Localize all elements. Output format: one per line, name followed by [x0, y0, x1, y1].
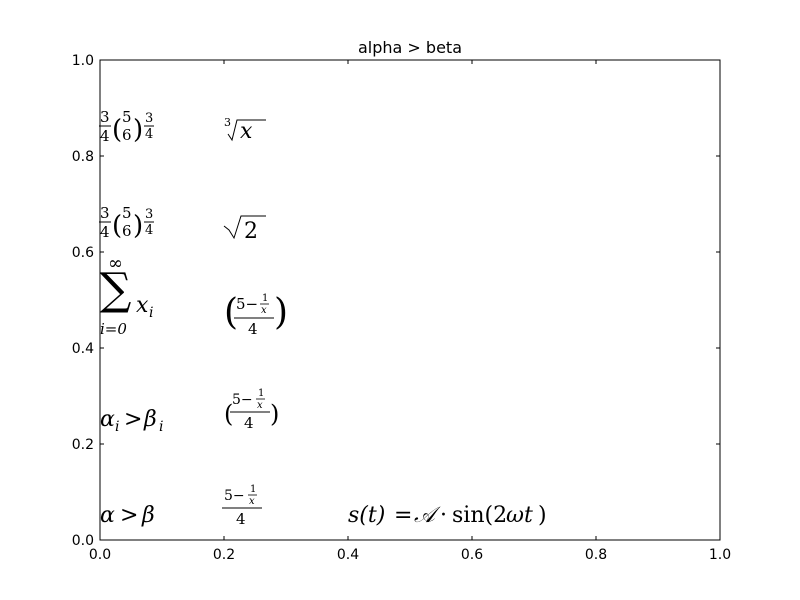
svg-text:x: x: [257, 400, 263, 411]
svg-text:>: >: [124, 407, 142, 432]
svg-text:α: α: [100, 503, 115, 528]
annotation-cube-root: 3 x: [224, 116, 266, 144]
svg-text:>: >: [120, 503, 138, 528]
x-tick-label: 0.0: [89, 547, 111, 563]
svg-text:4: 4: [244, 414, 254, 432]
svg-text:): ): [538, 503, 547, 528]
x-tick-label: 1.0: [709, 547, 731, 563]
y-tick-label: 0.8: [72, 149, 94, 165]
svg-text:1: 1: [258, 388, 264, 399]
svg-text:∞: ∞: [108, 253, 123, 274]
axis-ticks: [99, 59, 721, 541]
svg-text:(: (: [112, 211, 122, 241]
annotation-binomial-middle: 3 4 ( 5 6 ) 3 4: [99, 204, 154, 241]
plot-area: [99, 59, 721, 541]
y-tick-label: 0.6: [72, 245, 94, 261]
svg-text:4: 4: [100, 223, 110, 241]
svg-text:4: 4: [100, 127, 110, 145]
svg-text:ωt: ωt: [506, 503, 533, 528]
y-axis-tick-labels: 0.0 0.2 0.4 0.6 0.8 1.0: [72, 53, 94, 549]
svg-text:4: 4: [248, 320, 258, 338]
svg-text:x: x: [240, 119, 253, 144]
svg-text:i: i: [115, 419, 119, 435]
svg-text:i: i: [149, 305, 153, 321]
x-tick-label: 0.6: [461, 547, 483, 563]
annotation-sqrt-two: 2: [223, 215, 266, 244]
svg-text:x: x: [136, 293, 149, 318]
chart-title: alpha > beta: [358, 38, 462, 57]
svg-text:(: (: [224, 292, 238, 333]
svg-text:β: β: [141, 503, 155, 528]
svg-text:4: 4: [236, 510, 246, 528]
x-axis-tick-labels: 0.0 0.2 0.4 0.6 0.8 1.0: [89, 547, 731, 563]
svg-text:): ): [133, 115, 143, 145]
x-tick-label: 0.2: [213, 547, 235, 563]
svg-text:1: 1: [250, 484, 256, 495]
svg-text:3: 3: [100, 108, 110, 126]
y-tick-label: 0.4: [72, 341, 94, 357]
svg-text:4: 4: [145, 127, 153, 142]
svg-text:): ): [270, 400, 279, 428]
y-tick-label: 1.0: [72, 53, 94, 69]
svg-text:β: β: [143, 407, 157, 432]
svg-text:i: i: [159, 419, 163, 435]
svg-text:5−: 5−: [224, 488, 245, 504]
annotation-binomial-top: 3 4 ( 5 6 ) 3 4: [99, 108, 154, 145]
svg-text:(: (: [112, 115, 122, 145]
svg-text:∑: ∑: [100, 264, 131, 315]
svg-text:α: α: [100, 407, 115, 432]
svg-text:=: =: [394, 503, 412, 528]
annotation-fraction-small-parentheses: ( 5− 1 x 4 ): [224, 388, 279, 432]
annotation-alpha-greater-beta: α > β: [100, 503, 155, 528]
svg-text:1: 1: [262, 293, 268, 304]
svg-text:5−: 5−: [232, 392, 253, 408]
svg-text:): ): [274, 292, 288, 333]
svg-text:3: 3: [145, 207, 153, 222]
annotation-fraction-large-parentheses: ( 5− 1 x 4 ): [224, 292, 288, 338]
svg-text:sin(2: sin(2: [452, 503, 507, 528]
x-tick-label: 0.8: [585, 547, 607, 563]
y-tick-label: 0.2: [72, 437, 94, 453]
svg-text:x: x: [249, 496, 255, 507]
y-tick-label: 0.0: [72, 533, 94, 549]
svg-text:x: x: [261, 305, 267, 316]
svg-text:2: 2: [244, 219, 258, 244]
svg-text:): ): [133, 211, 143, 241]
svg-text:5: 5: [122, 204, 132, 222]
svg-text:i=0: i=0: [100, 320, 127, 338]
svg-text:5: 5: [122, 108, 132, 126]
svg-text:6: 6: [122, 126, 132, 144]
annotation-fraction-plain: 5− 1 x 4: [222, 484, 262, 528]
svg-text:3: 3: [224, 116, 231, 129]
svg-text:5−: 5−: [236, 295, 258, 313]
svg-text:4: 4: [145, 223, 153, 238]
svg-text:6: 6: [122, 222, 132, 240]
svg-text:·: ·: [440, 503, 447, 528]
svg-text:(: (: [224, 400, 233, 428]
svg-text:3: 3: [145, 111, 153, 126]
x-tick-label: 0.4: [337, 547, 359, 563]
svg-text:3: 3: [100, 204, 110, 222]
annotation-summation: ∞ ∑ x i i=0: [100, 253, 153, 338]
svg-text:s(t): s(t): [348, 503, 385, 528]
annotation-alpha-i-greater-beta-i: α i > β i: [100, 407, 163, 435]
